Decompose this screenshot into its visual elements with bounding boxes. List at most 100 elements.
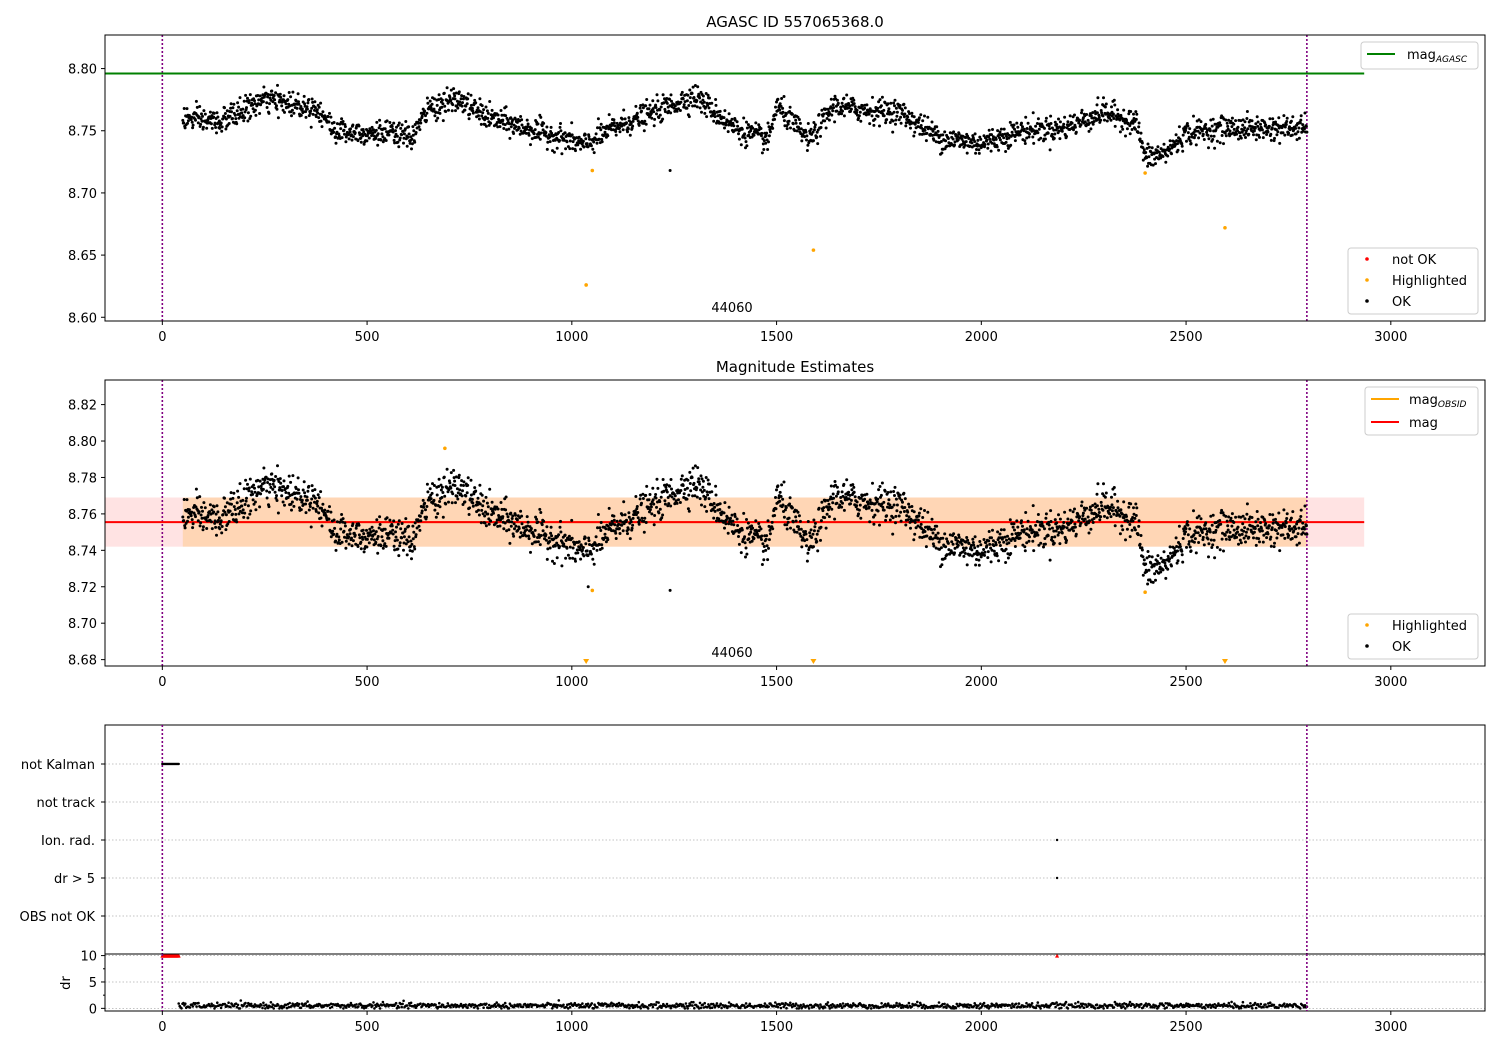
ok-point [910,111,914,115]
ok-point [503,123,507,127]
ok-point [568,139,572,143]
ok-point [665,490,669,494]
ok-point [361,128,365,131]
ok-point [999,127,1003,131]
ok-point [340,513,344,516]
ok-point [454,501,457,505]
ok-point [1209,134,1213,138]
ok-point [902,491,906,495]
ok-point [1078,118,1082,122]
ok-point [1124,134,1127,138]
ok-point [208,110,212,114]
ok-point [1044,512,1048,516]
ok-point [665,97,669,100]
ok-point [868,498,872,502]
ok-point [317,116,321,120]
ok-point [1161,568,1165,572]
ok-point [1150,146,1154,150]
ok-point [243,511,247,515]
ok-point [353,533,357,537]
ok-point [1276,130,1280,134]
ok-point [1043,527,1046,531]
ok-point [1192,509,1195,513]
ok-point [281,108,285,112]
ok-point [627,116,631,120]
ok-point [1043,537,1047,540]
ok-point [919,113,923,117]
ok-point [384,544,388,548]
ok-point [899,510,903,514]
ok-point [805,544,808,548]
ok-point [1241,123,1245,127]
ok-point [971,541,975,544]
ok-point [278,92,282,96]
ok-point [943,556,947,560]
ok-point [886,102,890,106]
ok-point [1105,516,1109,520]
ok-point [186,515,190,519]
ok-point [403,127,407,131]
ok-point [194,99,198,103]
x-tick-label: 1500 [760,330,793,345]
ok-point [1238,538,1242,542]
ok-point [353,131,357,135]
ok-point [1135,112,1139,116]
ok-point [477,117,481,121]
ok-point [1024,511,1028,514]
ok-point [1005,134,1008,138]
ok-point [514,524,518,528]
legend-subscript: OBSID [1438,400,1467,410]
ok-point [313,496,317,500]
ok-point [680,474,684,478]
ok-point [1103,514,1106,518]
ok-point [1204,122,1208,126]
ok-point [1168,545,1172,549]
ok-point [460,494,464,498]
ok-point [885,118,889,122]
highlighted-point [590,588,595,593]
ok-point [552,150,556,154]
ok-point [1303,504,1307,508]
ok-point [744,140,748,144]
ok-point [447,500,450,504]
ok-point [1083,517,1087,521]
ok-point [481,504,485,508]
ok-point [451,103,455,107]
ok-point [1290,133,1294,137]
ok-point [209,520,213,524]
ok-point [800,139,804,143]
ok-point [813,123,817,127]
ok-point [574,559,577,563]
ok-point [262,85,266,89]
ok-point [1250,119,1254,123]
ok-point [1188,527,1192,531]
ok-point [812,529,816,533]
ok-point [502,127,506,130]
ok-point [600,546,604,550]
ok-point [425,111,429,115]
ok-point [400,133,404,137]
ok-point [383,542,387,546]
ok-point [1095,504,1099,508]
ok-point [638,121,642,124]
ok-point [520,514,524,518]
ok-point [654,106,658,109]
ok-point [687,493,691,497]
ok-point [359,140,363,144]
ok-point [1002,136,1006,140]
ok-point [1088,121,1091,125]
ok-point [847,106,851,110]
ok-point [1023,549,1027,553]
ok-point [1053,535,1057,539]
ok-point [1039,541,1043,545]
ok-point [956,138,960,142]
ok-point [417,121,420,125]
ok-point [991,128,994,131]
ok-point [426,101,430,105]
ok-point [1230,125,1234,129]
ok-point [231,106,235,110]
ok-point [276,83,279,87]
ok-point [1053,132,1057,136]
ok-point [1243,517,1247,521]
ok-point [1080,108,1084,112]
